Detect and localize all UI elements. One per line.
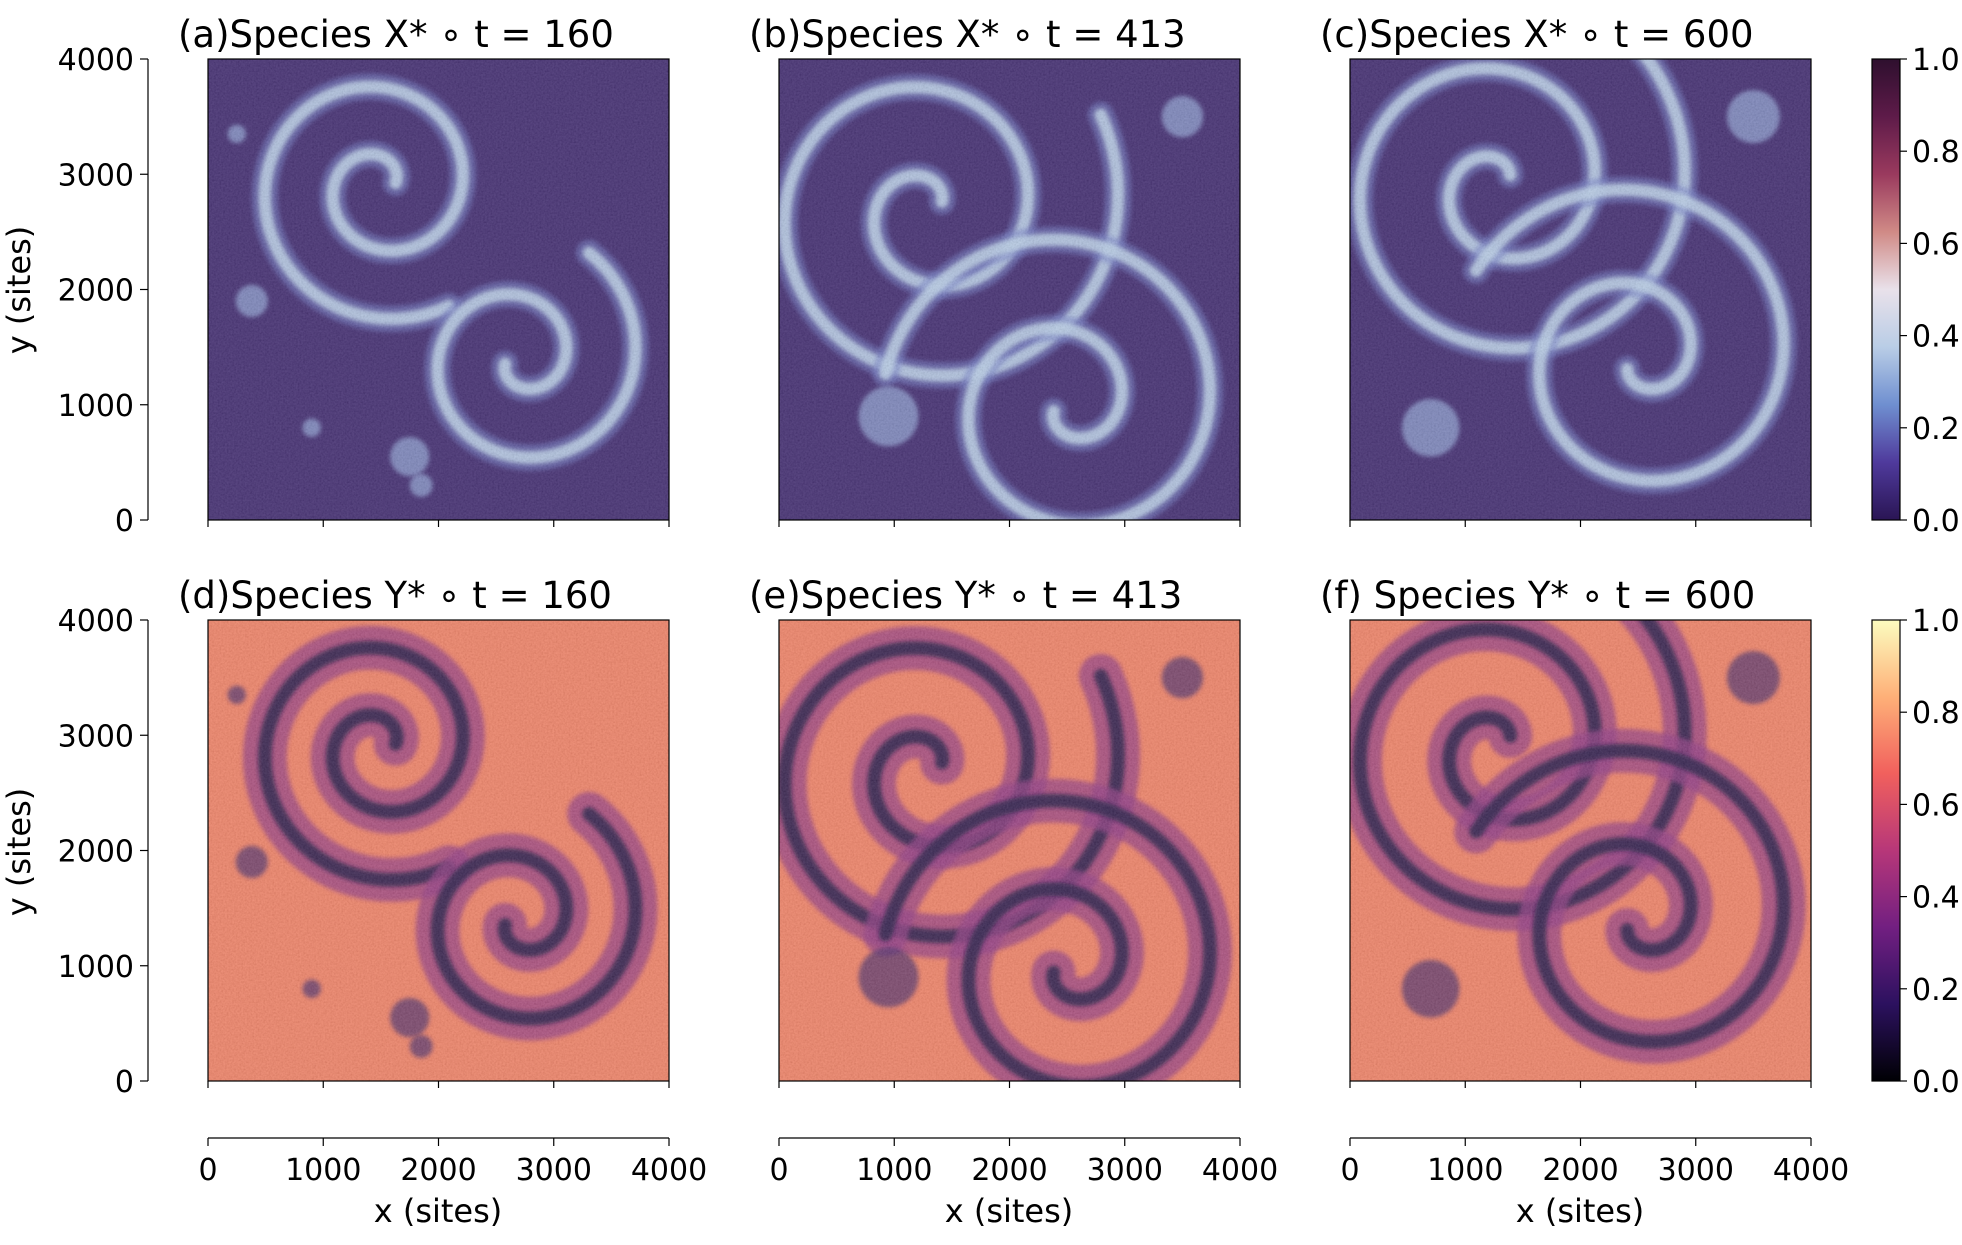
panel-a: (a)Species X* ∘ t = 160 0 1000 2000 3000 4000 bbox=[58, 13, 670, 539]
axis-labels: y (sites) y (sites) x (sites) x (sites) … bbox=[0, 226, 1644, 1230]
panel-f: (f) Species Y* ∘ t = 600 0 1000 2000 3000 400… bbox=[1320, 574, 1849, 1188]
noise-texture bbox=[1350, 59, 1811, 520]
panel-grid: (a)Species X* ∘ t = 160 0 1000 2000 3000 4000… bbox=[58, 13, 1850, 1188]
colorbar-tick-label: 0.6 bbox=[1912, 788, 1960, 823]
y-tick-label: 1000 bbox=[58, 950, 134, 985]
colorbar-tick-label: 0.4 bbox=[1912, 320, 1960, 355]
colorbar-tick-label: 0.2 bbox=[1912, 973, 1960, 1008]
panel-b: (b)Species X* ∘ t = 413 bbox=[749, 13, 1241, 527]
colorbar-tick-label: 0.0 bbox=[1912, 1065, 1960, 1100]
noise-texture bbox=[779, 59, 1240, 520]
xlabel-col-b: x (sites) bbox=[945, 1192, 1074, 1230]
x-tick-label: 2000 bbox=[1542, 1153, 1618, 1188]
panel-title: (d)Species Y* ∘ t = 160 bbox=[178, 574, 612, 617]
x-tick-label: 2000 bbox=[400, 1153, 476, 1188]
panel-title: (c)Species X* ∘ t = 600 bbox=[1320, 13, 1754, 56]
y-tick-label: 0 bbox=[115, 1065, 134, 1100]
xlabel-col-c: x (sites) bbox=[1516, 1192, 1645, 1230]
colorbar-gradient bbox=[1871, 58, 1901, 521]
y-tick-label: 4000 bbox=[58, 43, 134, 78]
colorbars: 0.0 0.2 0.4 0.6 0.8 1.0 0.0 0.2 0.4 0.6 0.8 1.0 bbox=[1871, 43, 1960, 1100]
ylabel-bottom-row: y (sites) bbox=[0, 788, 38, 917]
x-tick-label: 3000 bbox=[1087, 1153, 1163, 1188]
x-tick-label: 4000 bbox=[1202, 1153, 1278, 1188]
noise-texture bbox=[208, 620, 669, 1081]
x-tick-label: 2000 bbox=[971, 1153, 1047, 1188]
colorbar-tick-label: 0.2 bbox=[1912, 412, 1960, 447]
x-tick-label: 1000 bbox=[285, 1153, 361, 1188]
colorbar-X: 0.0 0.2 0.4 0.6 0.8 1.0 bbox=[1871, 43, 1960, 539]
colorbar-tick-label: 0.8 bbox=[1912, 135, 1960, 170]
noise-texture bbox=[208, 59, 669, 520]
panel-title: (e)Species Y* ∘ t = 413 bbox=[749, 574, 1182, 617]
x-tick-label: 1000 bbox=[1427, 1153, 1503, 1188]
noise-texture bbox=[779, 620, 1240, 1081]
y-tick-label: 2000 bbox=[58, 835, 134, 870]
colorbar-tick-label: 0.4 bbox=[1912, 881, 1960, 916]
y-tick-label: 1000 bbox=[58, 389, 134, 424]
x-tick-label: 3000 bbox=[516, 1153, 592, 1188]
y-tick-label: 3000 bbox=[58, 719, 134, 754]
x-tick-label: 1000 bbox=[856, 1153, 932, 1188]
colorbar-gradient bbox=[1871, 619, 1901, 1082]
x-tick-label: 4000 bbox=[1773, 1153, 1849, 1188]
x-tick-label: 4000 bbox=[631, 1153, 707, 1188]
panel-title: (f) Species Y* ∘ t = 600 bbox=[1320, 574, 1755, 617]
y-tick-label: 0 bbox=[115, 504, 134, 539]
colorbar-tick-label: 0.0 bbox=[1912, 504, 1960, 539]
colorbar-Y: 0.0 0.2 0.4 0.6 0.8 1.0 bbox=[1871, 604, 1960, 1100]
colorbar-tick-label: 1.0 bbox=[1912, 604, 1960, 639]
x-tick-label: 0 bbox=[198, 1153, 217, 1188]
panel-e: (e)Species Y* ∘ t = 413 0 1000 2000 3000 4000 bbox=[749, 574, 1278, 1188]
ylabel-top-row: y (sites) bbox=[0, 226, 38, 355]
colorbar-tick-label: 0.8 bbox=[1912, 696, 1960, 731]
xlabel-col-a: x (sites) bbox=[374, 1192, 503, 1230]
x-tick-label: 3000 bbox=[1658, 1153, 1734, 1188]
panel-d: (d)Species Y* ∘ t = 160 0 1000 2000 3000 4000… bbox=[58, 574, 708, 1188]
panel-title: (a)Species X* ∘ t = 160 bbox=[178, 13, 614, 56]
noise-texture bbox=[1350, 620, 1811, 1081]
colorbar-tick-label: 1.0 bbox=[1912, 43, 1960, 78]
y-tick-label: 2000 bbox=[58, 274, 134, 309]
x-tick-label: 0 bbox=[769, 1153, 788, 1188]
y-tick-label: 4000 bbox=[58, 604, 134, 639]
panel-c: (c)Species X* ∘ t = 600 bbox=[1320, 13, 1812, 527]
y-tick-label: 3000 bbox=[58, 158, 134, 193]
colorbar-tick-label: 0.6 bbox=[1912, 227, 1960, 262]
x-tick-label: 0 bbox=[1340, 1153, 1359, 1188]
panel-title: (b)Species X* ∘ t = 413 bbox=[749, 13, 1186, 56]
